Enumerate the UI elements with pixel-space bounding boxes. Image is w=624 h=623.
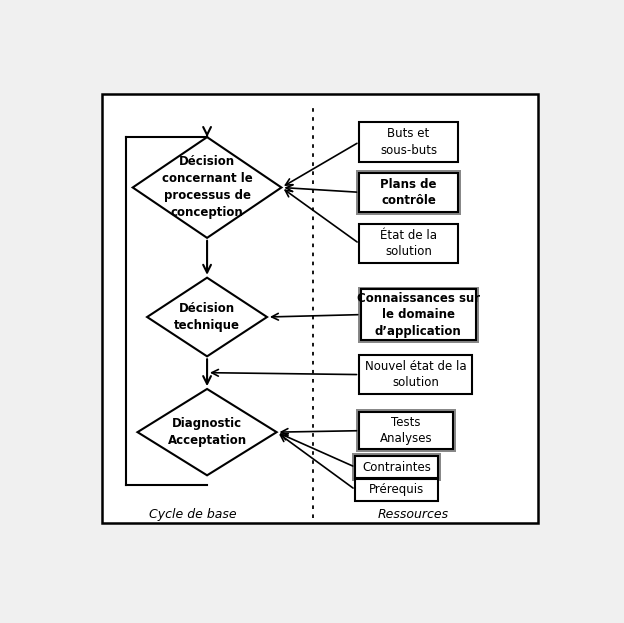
Polygon shape <box>147 278 267 356</box>
Text: Diagnostic
Acceptation: Diagnostic Acceptation <box>167 417 246 447</box>
FancyBboxPatch shape <box>355 456 438 478</box>
Text: Contraintes: Contraintes <box>362 460 431 473</box>
FancyBboxPatch shape <box>359 173 458 212</box>
FancyBboxPatch shape <box>356 409 456 452</box>
FancyBboxPatch shape <box>359 412 453 449</box>
Polygon shape <box>137 389 276 475</box>
Text: Décision
technique: Décision technique <box>174 302 240 332</box>
Text: Nouvel état de la
solution: Nouvel état de la solution <box>365 360 467 389</box>
Text: Cycle de base: Cycle de base <box>149 508 236 521</box>
Text: Plans de
contrôle: Plans de contrôle <box>380 178 437 207</box>
FancyBboxPatch shape <box>361 290 475 340</box>
Text: Buts et
sous-buts: Buts et sous-buts <box>380 127 437 156</box>
Text: Prérequis: Prérequis <box>369 483 424 496</box>
Text: Tests
Analyses: Tests Analyses <box>380 416 432 445</box>
FancyBboxPatch shape <box>355 478 438 501</box>
Polygon shape <box>133 137 281 238</box>
FancyBboxPatch shape <box>353 454 441 481</box>
FancyBboxPatch shape <box>359 224 458 264</box>
Text: Connaissances sur
le domaine
d’application: Connaissances sur le domaine d’applicati… <box>356 292 480 338</box>
FancyBboxPatch shape <box>102 94 538 523</box>
FancyBboxPatch shape <box>356 169 461 215</box>
FancyBboxPatch shape <box>359 355 472 394</box>
FancyBboxPatch shape <box>358 287 479 343</box>
Text: Ressources: Ressources <box>378 508 449 521</box>
FancyBboxPatch shape <box>359 122 458 161</box>
Text: État de la
solution: État de la solution <box>380 229 437 259</box>
Text: Décision
concernant le
processus de
conception: Décision concernant le processus de conc… <box>162 156 253 219</box>
